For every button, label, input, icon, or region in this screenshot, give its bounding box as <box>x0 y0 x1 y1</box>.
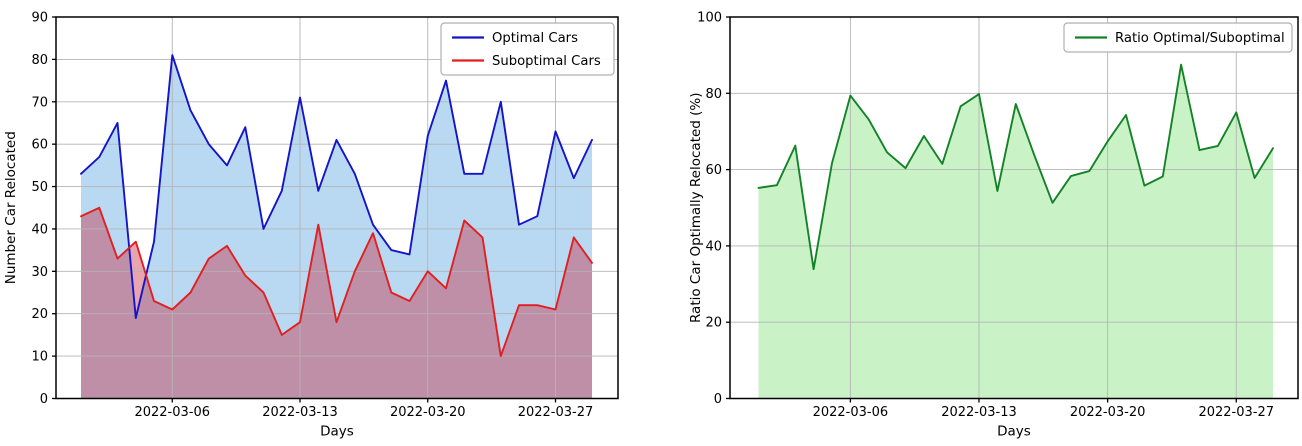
legend-label: Optimal Cars <box>492 31 578 46</box>
y-tick-label: 80 <box>705 87 722 102</box>
y-tick-label: 50 <box>31 180 48 195</box>
suboptimal-cars-line <box>80 206 593 358</box>
y-tick-label: 40 <box>705 239 722 254</box>
y-tick-label: 0 <box>714 392 722 407</box>
axes-spines <box>729 16 1299 400</box>
x-tick-label: 2022-03-06 <box>134 405 210 420</box>
x-tick-label: 2022-03-13 <box>941 405 1017 420</box>
y-tick-label: 10 <box>31 350 48 365</box>
legend-label: Ratio Optimal/Suboptimal <box>1115 31 1285 46</box>
optimal-cars-line <box>80 54 593 319</box>
y-tick-label: 80 <box>31 53 48 68</box>
y-axis-label: Number Car Relocated <box>3 131 19 284</box>
y-tick-label: 60 <box>705 163 722 178</box>
legend-box <box>440 22 615 76</box>
ratio-optimal-suboptimal-area <box>758 64 1273 399</box>
chart-number-car-relocated: 0 10 20 30 40 50 60 70 80 90 2022-03-06 2022-03-13 2… <box>3 11 619 440</box>
y-tick-label: 20 <box>31 307 48 322</box>
chart-ratio-car-optimally-relocated: 0 20 40 60 80 100 2022-03-06 2022-03-13 2022-03-… <box>688 11 1299 440</box>
optimal-cars-area <box>81 55 592 399</box>
suboptimal-cars-area <box>81 207 592 399</box>
y-tick-label: 0 <box>40 392 48 407</box>
axes-spines <box>55 16 619 400</box>
legend-box <box>1063 22 1293 53</box>
x-tick-label: 2022-03-20 <box>390 405 466 420</box>
ratio-optimal-suboptimal-line <box>757 63 1274 271</box>
y-tick-label: 40 <box>31 222 48 237</box>
x-axis-label: Days <box>320 424 354 440</box>
y-tick-label: 20 <box>705 316 722 331</box>
y-tick-label: 100 <box>697 11 722 26</box>
x-tick-label: 2022-03-20 <box>1070 405 1146 420</box>
y-tick-label: 90 <box>31 11 48 26</box>
y-tick-label: 60 <box>31 138 48 153</box>
x-tick-label: 2022-03-13 <box>262 405 338 420</box>
legend: Ratio Optimal/Suboptimal <box>1063 22 1293 53</box>
x-tick-label: 2022-03-06 <box>813 405 889 420</box>
legend-label: Suboptimal Cars <box>492 54 601 69</box>
x-tick-label: 2022-03-27 <box>1198 405 1274 420</box>
y-axis-label: Ratio Car Optimally Relocated (%) <box>688 92 704 323</box>
x-tick-label: 2022-03-27 <box>518 405 594 420</box>
y-tick-label: 70 <box>31 95 48 110</box>
legend: Optimal Cars Suboptimal Cars <box>440 22 615 76</box>
y-tick-label: 30 <box>31 265 48 280</box>
x-axis-label: Days <box>997 424 1031 440</box>
